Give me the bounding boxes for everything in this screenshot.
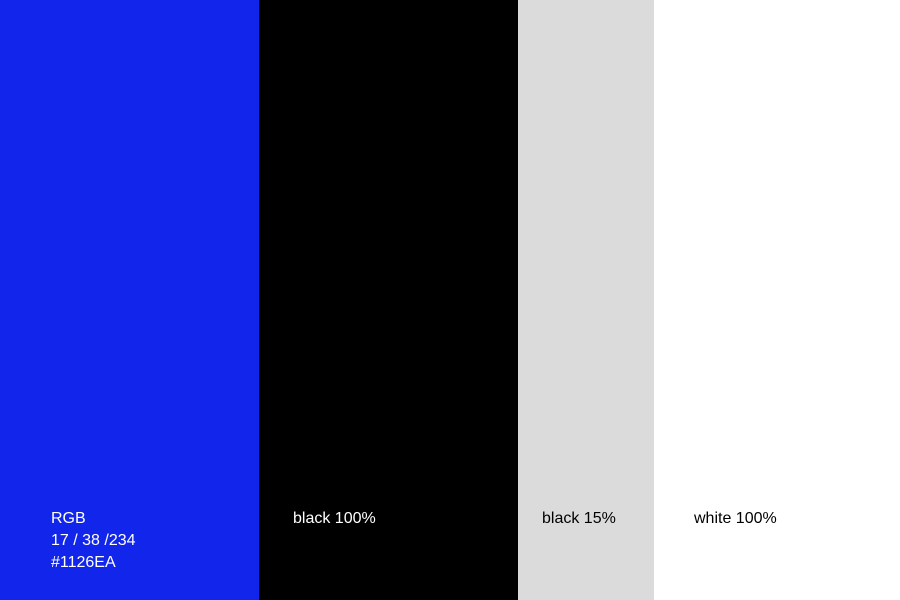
swatch-black-label: black 100% [293, 508, 376, 530]
swatch-light-grey: black 15% [518, 0, 654, 600]
swatch-light-grey-label: black 15% [542, 508, 616, 530]
swatch-blue-label: RGB 17 / 38 /234 #1126EA [51, 508, 136, 574]
swatch-blue-line-rgb: RGB [51, 508, 136, 530]
swatch-black: black 100% [259, 0, 518, 600]
swatch-white-label: white 100% [694, 508, 777, 530]
swatch-blue-line-hex: #1126EA [51, 552, 136, 574]
swatch-white-line: white 100% [694, 508, 777, 530]
swatch-light-grey-line: black 15% [542, 508, 616, 530]
swatch-blue-line-values: 17 / 38 /234 [51, 530, 136, 552]
swatch-white: white 100% [654, 0, 900, 600]
swatch-black-line: black 100% [293, 508, 376, 530]
swatch-blue: RGB 17 / 38 /234 #1126EA [0, 0, 259, 600]
